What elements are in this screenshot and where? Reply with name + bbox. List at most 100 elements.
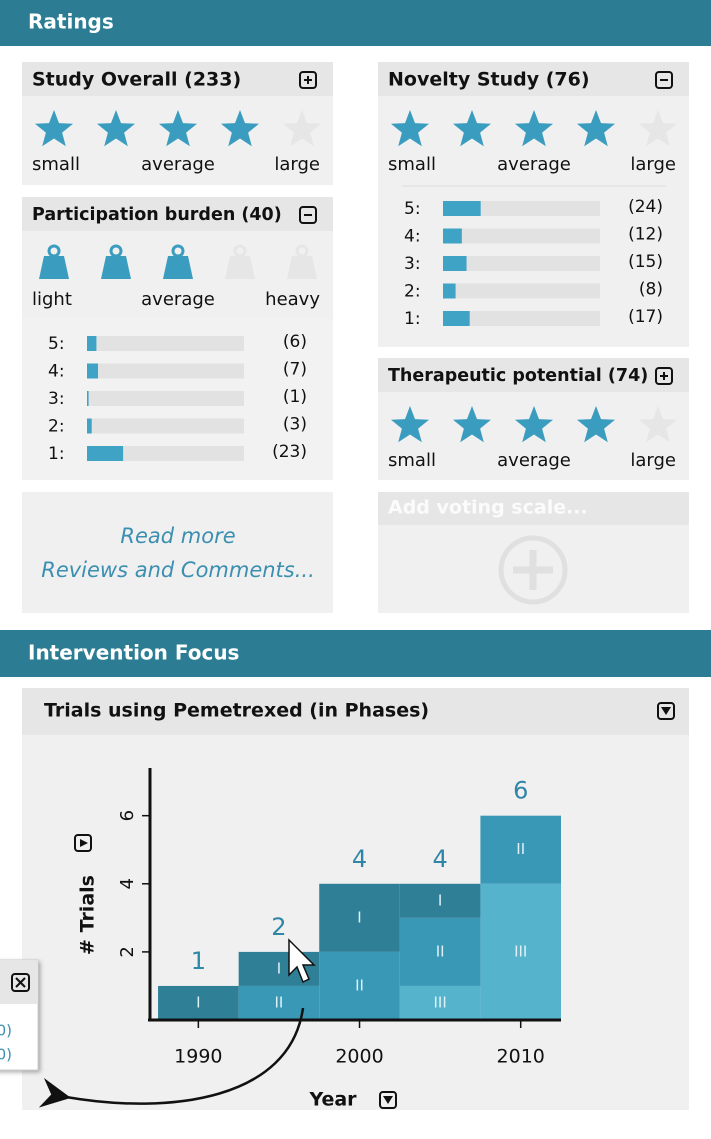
total-label: 2 [271,913,286,941]
collapse-icon[interactable] [299,206,317,224]
scale-label: average [141,289,215,310]
star [391,110,429,147]
bar-segment [399,917,481,986]
count-label: (8) [639,280,663,300]
star [577,110,615,147]
card-title: Study Overall (233) [32,69,241,91]
bar-segment [399,883,481,918]
bar-track [87,418,244,434]
bar-track [443,283,600,299]
dropdown-icon[interactable] [379,1091,397,1109]
card-header [378,492,689,525]
phase-label: III [433,993,446,1011]
section-header [0,0,711,46]
phase-label: I [357,908,361,926]
bar [87,363,98,379]
card-header [22,197,333,231]
bar-segment [480,883,561,1020]
star [515,110,553,147]
scale-label: large [274,154,320,175]
arrow [38,1007,305,1108]
bar [87,391,89,406]
card [22,492,333,613]
count-label: (7) [283,360,307,380]
icon-box [655,367,673,385]
play-icon[interactable] [74,834,92,852]
card-title: Trials using Pemetrexed (in Phases) [44,700,429,722]
star [639,406,677,443]
weight-body [225,256,255,279]
icon-box [655,71,673,89]
count-label: (17) [628,307,663,327]
card-title[interactable]: Add voting scale... [388,497,588,519]
count-label: (23) [272,442,307,462]
bar-track [443,311,600,326]
bar-segment [480,815,561,884]
total-label: 4 [432,845,447,873]
section-title: Ratings [28,10,114,34]
star [515,406,553,443]
scale-label: large [630,450,676,471]
star [391,406,429,443]
bar-track [87,391,244,406]
bar-segment [319,951,400,1020]
link-text[interactable]: Read more [120,524,235,548]
y-tick-label: 2 [117,946,138,957]
bar-track [443,256,600,271]
star [639,110,677,147]
x-tick-label: 2000 [335,1046,383,1068]
phase-label: I [438,891,442,909]
level-label: 5: [404,199,421,219]
cursor [288,938,316,984]
bar [443,283,456,299]
card-header [22,688,689,735]
count-label: (1) [283,387,307,407]
phase-label: I [277,959,281,977]
close-icon[interactable] [11,973,30,992]
expand-icon[interactable] [655,367,673,385]
weight-icon [101,244,131,279]
link-text[interactable]: Reviews and Comments... [41,558,315,582]
scale-label: light [32,289,72,310]
card-title: Novelty Study (76) [388,69,590,91]
weight-body [287,256,317,279]
weight-icon [225,244,255,279]
popup-text: 0) [0,1022,12,1040]
weight-icon [39,244,69,279]
bar-track [87,336,244,351]
bar-track [87,363,244,379]
bar-segment [319,883,400,952]
card-header [378,358,689,392]
card-header [378,62,689,96]
expand-icon[interactable] [299,71,317,89]
phase-label: II [436,942,445,960]
total-label: 4 [352,845,367,873]
icon-box [299,206,317,224]
bar-track [443,201,600,216]
star [453,406,491,443]
bar [87,336,97,351]
bar-segment [158,985,239,1020]
count-label: (12) [628,225,663,245]
star [577,406,615,443]
y-axis-label: # Trials [77,875,99,955]
level-label: 2: [404,282,421,302]
collapse-icon[interactable] [655,71,673,89]
dropdown-icon[interactable] [657,702,675,720]
phase-label: III [514,942,527,960]
total-label: 6 [513,777,528,805]
add-button[interactable] [498,535,568,605]
bar [443,201,481,216]
bar [443,256,467,271]
phase-label: II [275,993,284,1011]
star [453,110,491,147]
weight-icon [287,244,317,279]
bar [443,311,470,326]
weight-body [39,256,69,279]
scale-label: heavy [265,289,320,310]
x-axis-label: Year [308,1089,357,1111]
bar [87,418,92,434]
star [159,110,197,147]
star [97,110,135,147]
